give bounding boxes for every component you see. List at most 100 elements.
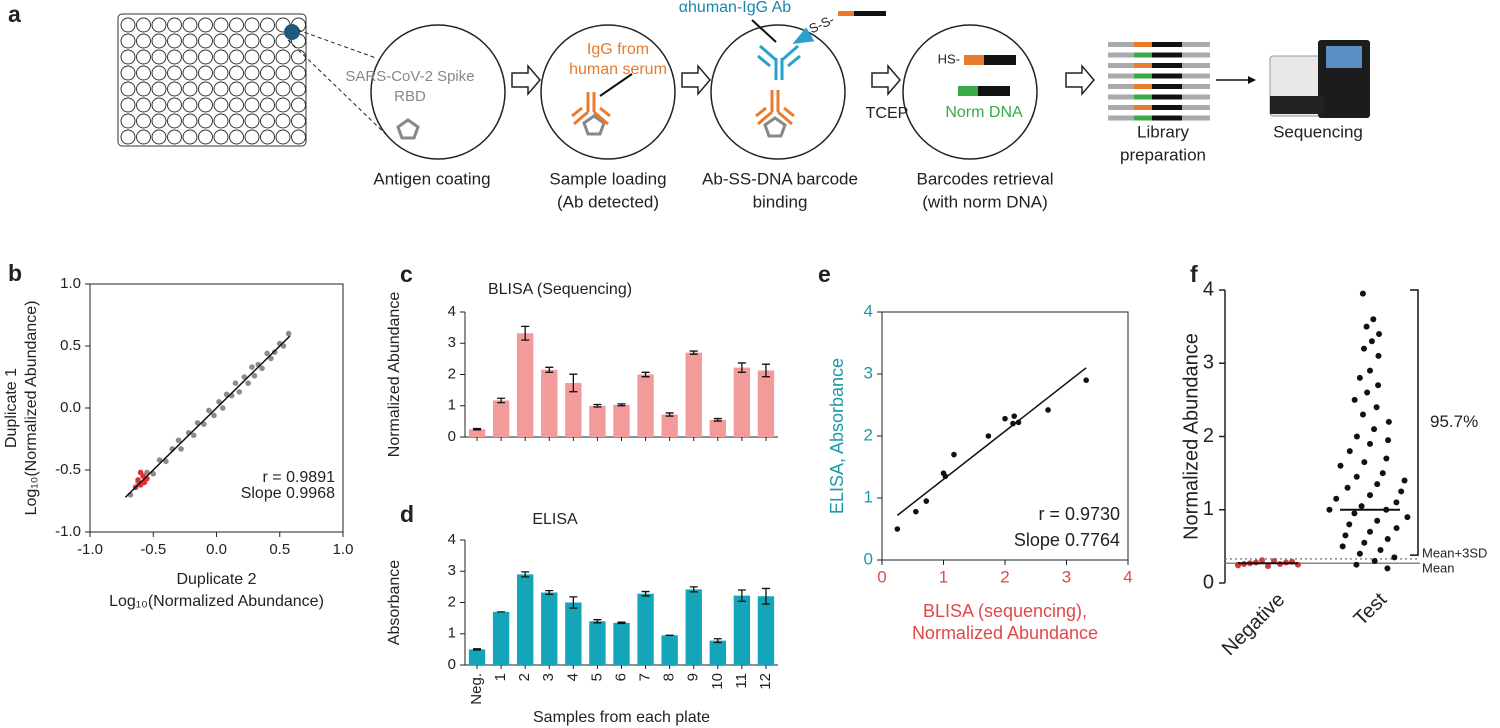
well <box>213 33 229 49</box>
library-read <box>1134 42 1152 47</box>
bar <box>637 374 654 437</box>
library-read <box>1152 84 1182 89</box>
error-bar <box>521 325 530 341</box>
sequencer <box>1269 40 1370 118</box>
x-tick-label: 1.0 <box>333 541 354 558</box>
bar <box>733 595 751 665</box>
y-tick-label: 3 <box>1203 352 1214 374</box>
point <box>1353 433 1360 440</box>
point <box>259 365 265 372</box>
annotation: Slope 0.7764 <box>1014 530 1120 550</box>
zoom-line <box>297 29 377 59</box>
x-tick-label: 7 <box>637 673 654 681</box>
x-tick-label: 10 <box>709 673 726 690</box>
well <box>198 65 213 81</box>
point <box>1404 514 1411 521</box>
x-tick-label: 3 <box>540 673 557 681</box>
y-tick-label: 3 <box>448 334 456 351</box>
bar <box>709 640 726 665</box>
point <box>1333 495 1340 502</box>
bar <box>757 596 775 665</box>
library-read <box>1134 94 1152 100</box>
error-bar <box>473 427 482 431</box>
step-label: binding <box>753 192 808 211</box>
point <box>285 330 292 337</box>
well <box>260 33 275 49</box>
point <box>1367 528 1373 535</box>
y-axis-label: Log₁₀(Normalized Abundance) <box>23 301 40 516</box>
well <box>198 33 213 49</box>
point <box>1401 477 1408 484</box>
error-bar <box>713 417 722 422</box>
well <box>120 49 136 65</box>
well <box>182 81 198 97</box>
x-tick-label: 0 <box>877 567 886 586</box>
x-tick-label: Negative <box>1218 589 1289 660</box>
x-axis-label: Log₁₀(Normalized Abundance) <box>109 593 324 610</box>
point <box>1384 565 1391 572</box>
well <box>120 65 136 81</box>
chart-title: BLISA (Sequencing) <box>488 281 632 298</box>
error-bar <box>761 363 770 378</box>
well <box>229 65 244 81</box>
point <box>1353 561 1360 568</box>
point <box>211 412 217 419</box>
point <box>135 477 141 483</box>
well <box>198 81 213 97</box>
point <box>137 469 144 476</box>
x-axis-label: Duplicate 2 <box>176 571 256 588</box>
well <box>182 33 198 49</box>
point <box>1374 517 1381 524</box>
x-tick-label: 2 <box>1000 567 1009 586</box>
point <box>1376 330 1383 337</box>
point <box>1371 558 1378 565</box>
x-tick-label: 6 <box>612 673 629 681</box>
library-read <box>1134 105 1152 110</box>
error-bar <box>473 648 482 651</box>
point <box>1342 532 1349 539</box>
point <box>1010 420 1016 427</box>
step-label: Sample loading <box>549 169 666 188</box>
plate <box>117 13 307 147</box>
y-tick-label: 2 <box>448 365 456 382</box>
y-tick-label: 0.5 <box>60 337 81 354</box>
step-labels: Antigen coating Sample loading (Ab detecte… <box>373 122 1363 211</box>
well <box>213 81 229 97</box>
well <box>275 129 291 145</box>
x-tick-label: 1 <box>939 567 948 586</box>
bar <box>589 405 606 437</box>
well <box>167 17 182 33</box>
x-axis-label: Samples from each plate <box>533 709 710 726</box>
serum-label: human serum <box>569 61 667 78</box>
well <box>120 81 136 97</box>
point <box>245 380 251 387</box>
well <box>120 17 136 33</box>
library-read <box>1152 42 1182 47</box>
point <box>1359 290 1366 297</box>
point <box>1259 557 1265 564</box>
y-tick-label: 0 <box>1203 571 1214 593</box>
error-bar <box>617 403 626 407</box>
point <box>1377 547 1384 554</box>
well <box>136 113 151 129</box>
error-bar <box>545 366 554 373</box>
antibody-label: αhuman-IgG Ab <box>679 0 792 16</box>
panel-label: d <box>400 501 414 527</box>
bar <box>517 333 534 437</box>
well <box>151 49 167 65</box>
well <box>136 129 151 145</box>
zoom-line <box>287 39 399 147</box>
error-bar <box>737 362 746 373</box>
well <box>120 113 136 129</box>
point <box>178 446 184 452</box>
point <box>220 405 226 411</box>
y-tick-label: 0 <box>864 549 873 568</box>
point <box>236 389 243 395</box>
well <box>167 113 182 129</box>
well <box>198 113 213 129</box>
well <box>136 81 151 97</box>
point <box>1374 481 1381 488</box>
well-highlight <box>284 24 300 40</box>
well <box>244 49 260 65</box>
